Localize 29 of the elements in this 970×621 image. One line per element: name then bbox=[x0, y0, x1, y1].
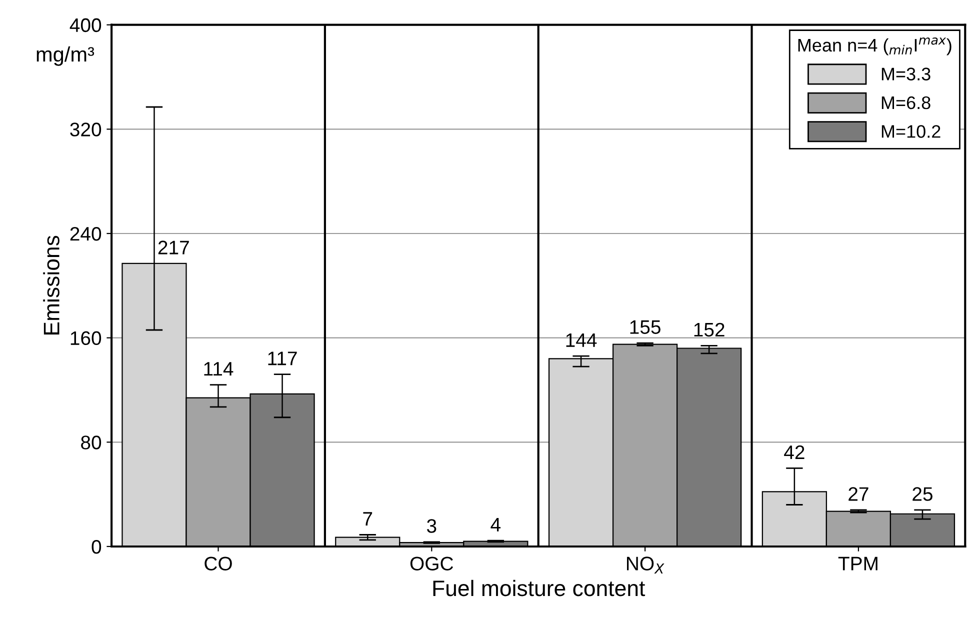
data-label: 152 bbox=[694, 322, 724, 337]
data-label: 7 bbox=[363, 512, 372, 526]
x-tick-label: NO$_{X}$ bbox=[627, 556, 664, 574]
data-label: 155 bbox=[630, 320, 660, 334]
legend-label: M=10.2 bbox=[882, 125, 940, 138]
data-label: 144 bbox=[566, 333, 597, 347]
data-label: 114 bbox=[204, 362, 234, 376]
data-label: 27 bbox=[848, 487, 868, 501]
y-tick-label: 240 bbox=[70, 226, 102, 241]
data-label: 4 bbox=[490, 518, 501, 532]
data-label: 3 bbox=[426, 519, 436, 533]
text: mg/m³ bbox=[36, 46, 94, 66]
x-tick-label: CO bbox=[204, 556, 232, 570]
legend-title: Mean n=4 ($_{min}$I$^{max}$) bbox=[798, 37, 952, 56]
y-tick-label: 0 bbox=[92, 540, 102, 554]
data-label: 117 bbox=[268, 352, 297, 366]
y-tick-label: 400 bbox=[70, 18, 102, 32]
x-tick-label: OGC bbox=[410, 556, 454, 570]
y-tick-label: 160 bbox=[70, 331, 102, 346]
data-label: 42 bbox=[784, 445, 804, 459]
y-tick-label: 320 bbox=[70, 122, 102, 136]
x-tick-label: TPM bbox=[838, 556, 878, 570]
legend-label: M=3.3 bbox=[882, 68, 930, 80]
y-axis-title: Emissions bbox=[43, 236, 60, 334]
y-tick-label: 80 bbox=[81, 436, 102, 450]
x-axis-title: Fuel moisture content bbox=[433, 580, 646, 596]
data-label: 25 bbox=[912, 487, 932, 501]
data-label: 217 bbox=[158, 240, 189, 254]
legend-label: M=6.8 bbox=[882, 96, 930, 110]
